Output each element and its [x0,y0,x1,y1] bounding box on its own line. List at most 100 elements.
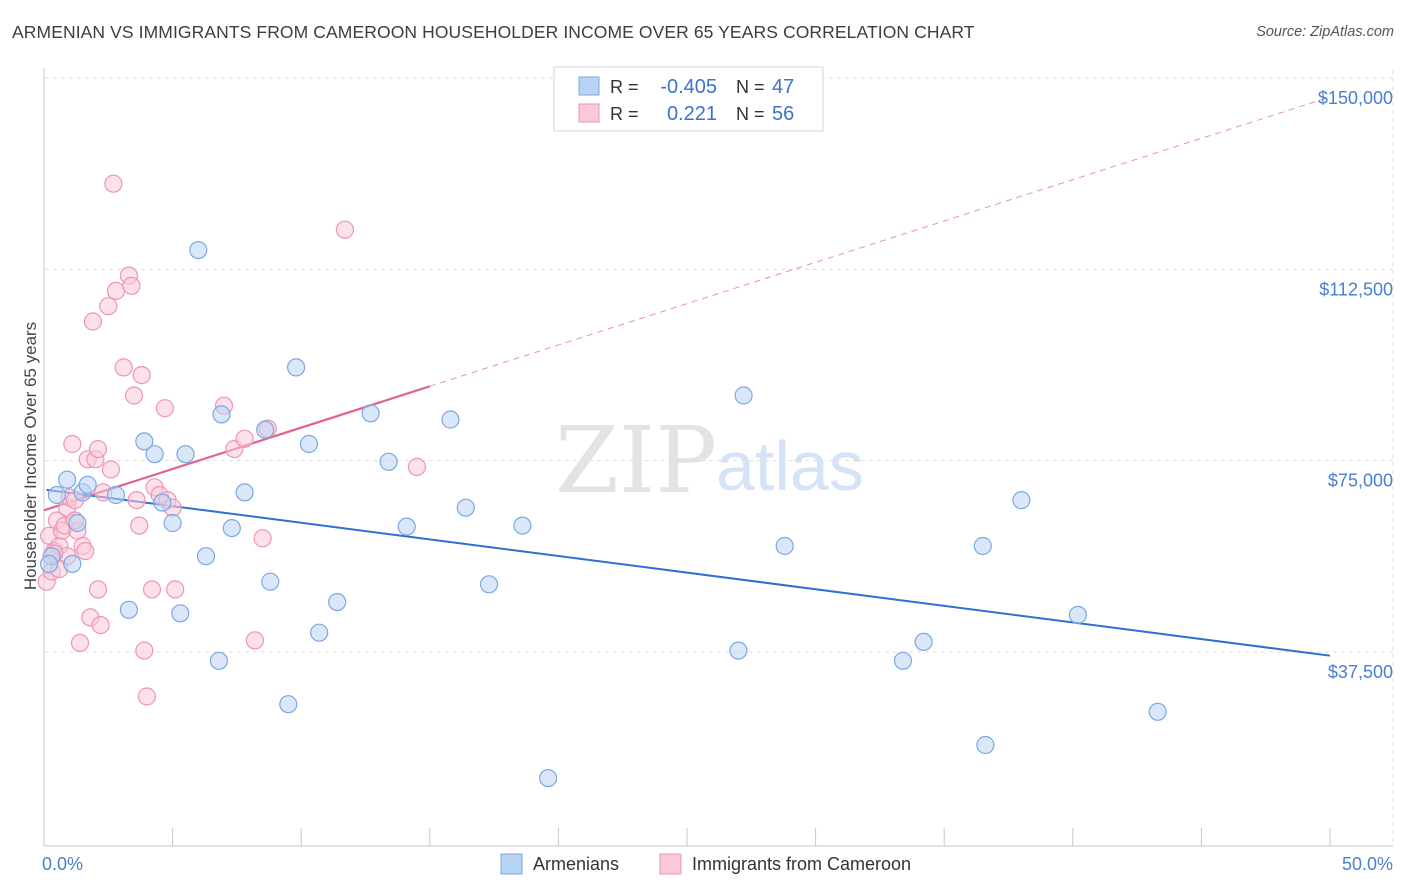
point-cameroon-28 [114,358,133,377]
point-armenians-11 [153,493,172,512]
point-cameroon-20 [88,440,108,459]
point-armenians-6 [78,475,97,494]
point-armenians-36 [729,641,748,660]
point-cameroon-37 [142,580,162,599]
point-armenians-42 [976,735,995,755]
point-armenians-18 [212,405,231,424]
point-armenians-7 [106,485,126,505]
point-armenians-43 [1012,491,1031,510]
y-axis-label: Householder Income Over 65 years [21,322,40,590]
stats-r-value-armenians: -0.405 [660,76,717,98]
point-cameroon-21 [88,580,108,599]
point-armenians-33 [479,575,499,594]
point-armenians-10 [145,445,164,464]
stats-r-label-armenians: R = [610,77,639,97]
y-tick-label-2: $112,500 [1319,279,1393,299]
point-armenians-30 [397,517,416,536]
point-cameroon-31 [124,386,144,405]
point-armenians-24 [287,358,306,377]
point-armenians-2 [57,470,77,489]
point-cameroon-50 [335,220,354,239]
stats-swatch-cameroon [578,103,600,123]
point-armenians-35 [538,768,558,788]
point-armenians-22 [261,572,280,591]
point-armenians-15 [189,241,208,260]
stats-n-label-cameroon: N = [736,104,765,124]
x-tick-label-min: 0.0% [42,854,83,874]
point-armenians-28 [361,404,380,423]
point-armenians-3 [63,554,82,574]
point-armenians-32 [456,498,475,517]
stats-r-value-cameroon: 0.221 [667,103,717,125]
point-armenians-9 [135,432,154,451]
point-armenians-25 [299,434,318,454]
point-armenians-27 [328,592,347,612]
y-tick-labels: $37,500 $75,000 $112,500 $150,000 [1318,88,1393,682]
point-cameroon-25 [101,460,121,479]
point-armenians-20 [235,483,254,502]
point-cameroon-47 [245,631,264,650]
point-cameroon-22 [91,615,110,635]
watermark-atlas: atlas [716,427,864,505]
x-tick-label-max: 50.0% [1342,854,1393,874]
point-cameroon-33 [130,516,149,535]
y-tick-label-1: $75,000 [1328,471,1393,491]
legend-label-cameroon: Immigrants from Cameroon [692,854,911,874]
point-cameroon-24 [99,297,118,316]
point-armenians-31 [441,410,460,429]
point-armenians-19 [222,518,241,538]
point-armenians-45 [1148,702,1167,721]
point-armenians-41 [973,536,992,556]
point-armenians-8 [119,600,138,619]
point-armenians-13 [171,604,190,623]
trend-line-cameroon-projection [429,96,1331,387]
stats-swatch-armenians [578,76,600,96]
point-cameroon-36 [137,687,156,706]
source-credit: Source: ZipAtlas.com [1256,24,1394,40]
point-armenians-12 [163,513,182,533]
point-cameroon-15 [76,541,95,561]
watermark-zip: ZIP [555,407,717,514]
stats-n-value-cameroon: 56 [772,103,794,125]
y-tick-label-0: $37,500 [1328,662,1393,682]
point-armenians-16 [196,547,216,566]
point-armenians-1 [47,485,67,505]
point-armenians-34 [513,516,532,535]
point-cameroon-32 [127,491,146,510]
point-armenians-39 [893,651,913,670]
point-cameroon-34 [132,366,151,385]
data-points [37,174,1167,788]
point-cameroon-51 [407,457,426,476]
point-armenians-21 [256,420,275,439]
point-cameroon-35 [135,641,154,660]
point-cameroon-40 [155,399,174,418]
point-cameroon-18 [83,312,103,331]
point-armenians-29 [379,452,398,471]
legend-label-armenians: Armenians [533,854,619,874]
point-cameroon-48 [253,529,272,548]
trend-line-armenians [46,488,1331,657]
legend-swatch-armenians [500,853,523,875]
point-armenians-40 [914,632,933,652]
trend-lines [43,96,1331,657]
axes [43,68,1393,847]
point-armenians-44 [1068,605,1088,625]
stats-n-label-armenians: N = [736,77,765,97]
y-tick-label-3: $150,000 [1318,88,1393,108]
point-armenians-37 [734,386,753,405]
point-cameroon-30 [122,276,141,295]
chart-title: ARMENIAN VS IMMIGRANTS FROM CAMEROON HOU… [12,22,975,42]
point-cameroon-27 [106,281,126,300]
point-armenians-46 [39,554,59,574]
point-cameroon-46 [235,429,254,448]
legend: Armenians Immigrants from Cameroon [500,853,911,875]
stats-n-value-armenians: 47 [772,76,794,98]
point-armenians-17 [209,651,228,670]
point-armenians-26 [310,623,329,642]
point-armenians-4 [68,513,87,533]
point-armenians-14 [176,445,195,464]
point-cameroon-26 [104,174,123,193]
stats-box: R = -0.405 N = 47 R = 0.221 N = 56 [553,66,824,132]
stats-r-label-cameroon: R = [610,104,639,124]
legend-swatch-cameroon [659,853,682,875]
